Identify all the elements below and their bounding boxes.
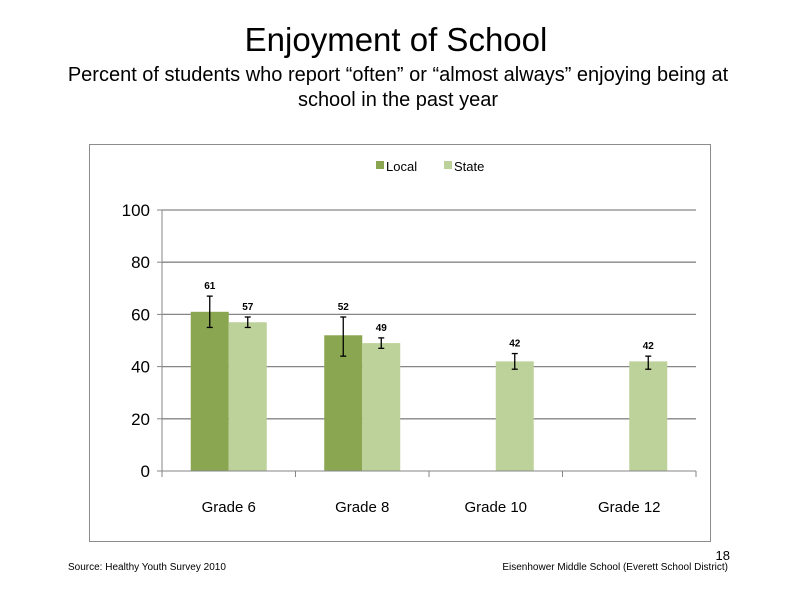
bar-state xyxy=(495,361,534,471)
error-bar xyxy=(244,316,251,329)
data-label: 57 xyxy=(242,302,254,313)
legend-item-state: State xyxy=(444,159,484,174)
bar-local xyxy=(190,311,229,471)
legend-item-local: Local xyxy=(376,159,417,174)
data-label: 52 xyxy=(338,302,350,313)
bar-state xyxy=(362,343,401,471)
legend-label: State xyxy=(454,159,484,174)
error-bar xyxy=(645,355,652,370)
y-tick-label: 20 xyxy=(131,410,150,429)
legend-swatch xyxy=(376,161,384,169)
y-tick-label: 60 xyxy=(131,305,150,324)
x-tick-label: Grade 12 xyxy=(598,499,661,516)
error-bar xyxy=(206,295,213,329)
error-bars xyxy=(206,295,652,370)
data-label: 42 xyxy=(643,341,655,352)
axes: 0 20 40 60 80 100 Grade 6 Grade 8 Grade 10 Grade … xyxy=(122,201,697,516)
data-label: 42 xyxy=(509,339,521,350)
bar-state xyxy=(629,361,668,471)
y-tick-label: 0 xyxy=(141,462,150,481)
legend-label: Local xyxy=(386,159,417,174)
legend-swatch xyxy=(444,161,452,169)
x-tick-label: Grade 10 xyxy=(464,499,527,516)
slide-subtitle: Percent of students who report “often” o… xyxy=(67,64,729,111)
data-label: 49 xyxy=(376,323,388,334)
error-bar xyxy=(378,337,385,349)
data-labels: 61 52 57 49 42 42 xyxy=(204,281,654,352)
page-number: 18 xyxy=(715,548,730,563)
slide-title: Enjoyment of School xyxy=(244,21,548,58)
bars xyxy=(190,311,668,471)
legend: Local State xyxy=(376,159,484,174)
y-tick-label: 100 xyxy=(122,201,150,220)
data-label: 61 xyxy=(204,281,216,292)
error-bar xyxy=(511,352,518,370)
school-name: Eisenhower Middle School (Everett School… xyxy=(502,562,728,573)
y-tick-label: 80 xyxy=(131,253,150,272)
bar-local xyxy=(324,335,363,471)
error-bar xyxy=(340,316,347,357)
y-tick-label: 40 xyxy=(131,358,150,377)
x-tick-label: Grade 8 xyxy=(335,499,389,516)
x-tick-label: Grade 6 xyxy=(202,499,256,516)
source-note: Source: Healthy Youth Survey 2010 xyxy=(68,562,226,573)
bar-state xyxy=(228,322,267,471)
